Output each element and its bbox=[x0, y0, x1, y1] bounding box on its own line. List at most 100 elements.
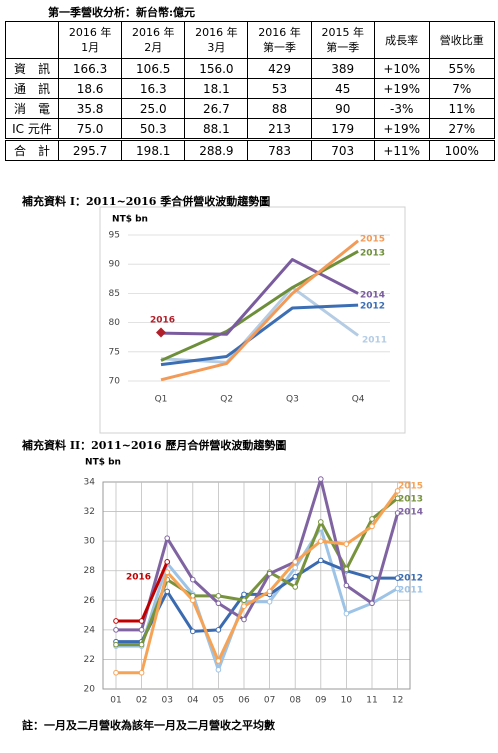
x-tick-label: 01 bbox=[110, 696, 121, 706]
y-tick-label: 34 bbox=[84, 478, 96, 488]
x-tick-label: 04 bbox=[187, 696, 199, 706]
point-marker bbox=[369, 523, 375, 530]
x-tick-label: Q3 bbox=[286, 395, 299, 405]
point-marker bbox=[369, 516, 375, 522]
header-text: 第一季 bbox=[326, 41, 360, 54]
point-marker bbox=[138, 627, 145, 633]
table-row: 消 電 35.8 25.0 26.7 88 90 -3% 11% bbox=[5, 98, 496, 119]
table-cell: 295.7 bbox=[57, 138, 123, 161]
table-title: 第一季營收分析：新台幣:億元 bbox=[48, 6, 196, 19]
series-label: 2012 bbox=[360, 302, 385, 312]
point-marker bbox=[369, 600, 375, 607]
y-tick-label: 70 bbox=[109, 377, 121, 387]
table-cell: 27% bbox=[428, 118, 496, 140]
point-marker bbox=[266, 588, 273, 595]
chart-title: 補充資料 I：2011~2016 季合併營收波動趨勢圖 bbox=[22, 195, 271, 208]
table-cell: 106.5 bbox=[121, 58, 186, 79]
y-tick-label: 20 bbox=[84, 685, 96, 695]
series-line bbox=[160, 303, 359, 367]
point-marker bbox=[394, 488, 401, 494]
table-cell: 7% bbox=[428, 78, 496, 99]
table-row: 資 訊 166.3 106.5 156.0 429 389 +10% 55% bbox=[5, 58, 496, 79]
x-tick-label: Q1 bbox=[155, 395, 168, 405]
y-axis-label: NT$ bn bbox=[85, 458, 121, 468]
series-label: 2016 bbox=[126, 573, 151, 583]
point-marker bbox=[164, 559, 170, 565]
x-tick-label: 02 bbox=[136, 696, 147, 706]
x-tick-label: 10 bbox=[341, 696, 353, 706]
series-label: 2012 bbox=[398, 574, 423, 584]
header-text: 2016 年 bbox=[131, 26, 175, 39]
point-marker bbox=[113, 669, 119, 676]
point-marker bbox=[215, 666, 222, 673]
plot-frame bbox=[102, 481, 411, 690]
header-text: 2016 年 bbox=[195, 26, 238, 39]
point-marker bbox=[318, 557, 324, 564]
header-text: 2016 年 bbox=[258, 26, 301, 39]
y-tick-label: 32 bbox=[84, 507, 95, 517]
point-marker bbox=[266, 598, 273, 605]
header-text: 成長率 bbox=[385, 33, 419, 47]
point-marker bbox=[138, 641, 145, 648]
series-label: 2014 bbox=[360, 291, 385, 301]
point-marker bbox=[394, 585, 401, 592]
y-tick-label: 95 bbox=[109, 231, 120, 241]
point-marker bbox=[215, 600, 222, 607]
header-row: 2016 年 1月 2016 年 2月 2016 年 3月 2016 年第一季 2015 年第… bbox=[5, 21, 496, 59]
point-marker bbox=[318, 519, 324, 525]
x-tick-label: Q2 bbox=[220, 395, 233, 405]
point-marker bbox=[292, 584, 299, 590]
point-marker bbox=[164, 569, 170, 575]
point-marker bbox=[394, 495, 401, 502]
table-cell: 389 bbox=[310, 58, 375, 79]
series-line bbox=[116, 489, 399, 675]
y-axis-label: NT$ bn bbox=[112, 215, 148, 225]
header-text: 3月 bbox=[207, 41, 226, 54]
x-tick-label: 09 bbox=[315, 696, 327, 706]
series-line bbox=[116, 526, 399, 672]
point-marker bbox=[241, 597, 247, 604]
header-text: 2月 bbox=[144, 41, 163, 54]
series-line bbox=[160, 239, 360, 382]
point-marker bbox=[190, 628, 196, 635]
x-tick-label: 11 bbox=[366, 696, 377, 706]
header-cell: 2015 年第一季 bbox=[310, 21, 375, 59]
point-marker bbox=[318, 538, 324, 544]
point-marker bbox=[215, 593, 222, 599]
y-tick-label: 80 bbox=[109, 318, 121, 328]
series-label: 2015 bbox=[398, 482, 423, 492]
table-row: 通 訊 18.6 16.3 18.1 53 45 +19% 7% bbox=[5, 78, 496, 99]
table-cell: +10% bbox=[373, 58, 430, 79]
x-tick-label: Q4 bbox=[352, 395, 365, 405]
series-label: 2013 bbox=[360, 249, 385, 259]
point-marker bbox=[292, 573, 299, 580]
series-line bbox=[160, 258, 359, 336]
point-marker bbox=[343, 582, 350, 589]
header-text: 營收比重 bbox=[439, 33, 484, 47]
y-tick-label: 90 bbox=[109, 260, 121, 270]
series-label: 2011 bbox=[398, 586, 423, 596]
point-marker bbox=[318, 476, 324, 482]
y-tick-label: 26 bbox=[84, 596, 96, 606]
table-cell: 703 bbox=[310, 138, 375, 161]
point-marker bbox=[164, 535, 170, 541]
y-tick-label: 30 bbox=[84, 537, 96, 547]
note: 註：一月及二月營收為該年一月及二月營收之平均數 bbox=[22, 719, 275, 732]
point-marker bbox=[215, 627, 222, 633]
point-marker bbox=[266, 570, 273, 577]
point-marker bbox=[343, 610, 350, 617]
point-marker bbox=[369, 575, 375, 581]
point-marker bbox=[164, 588, 170, 595]
table-cell: 50.3 bbox=[121, 118, 186, 140]
table-cell: 90 bbox=[310, 98, 375, 119]
y-tick-label: 28 bbox=[84, 566, 96, 576]
header-cell: 2016 年第一季 bbox=[247, 21, 312, 59]
table-cell: 429 bbox=[247, 58, 312, 79]
point-marker bbox=[241, 603, 247, 610]
y-tick-label: 24 bbox=[84, 625, 96, 635]
table-cell: 45 bbox=[310, 78, 375, 99]
header-cell: 2016 年 2月 bbox=[121, 21, 186, 59]
table-cell: 通 訊 bbox=[5, 78, 59, 99]
series-line bbox=[116, 477, 400, 632]
